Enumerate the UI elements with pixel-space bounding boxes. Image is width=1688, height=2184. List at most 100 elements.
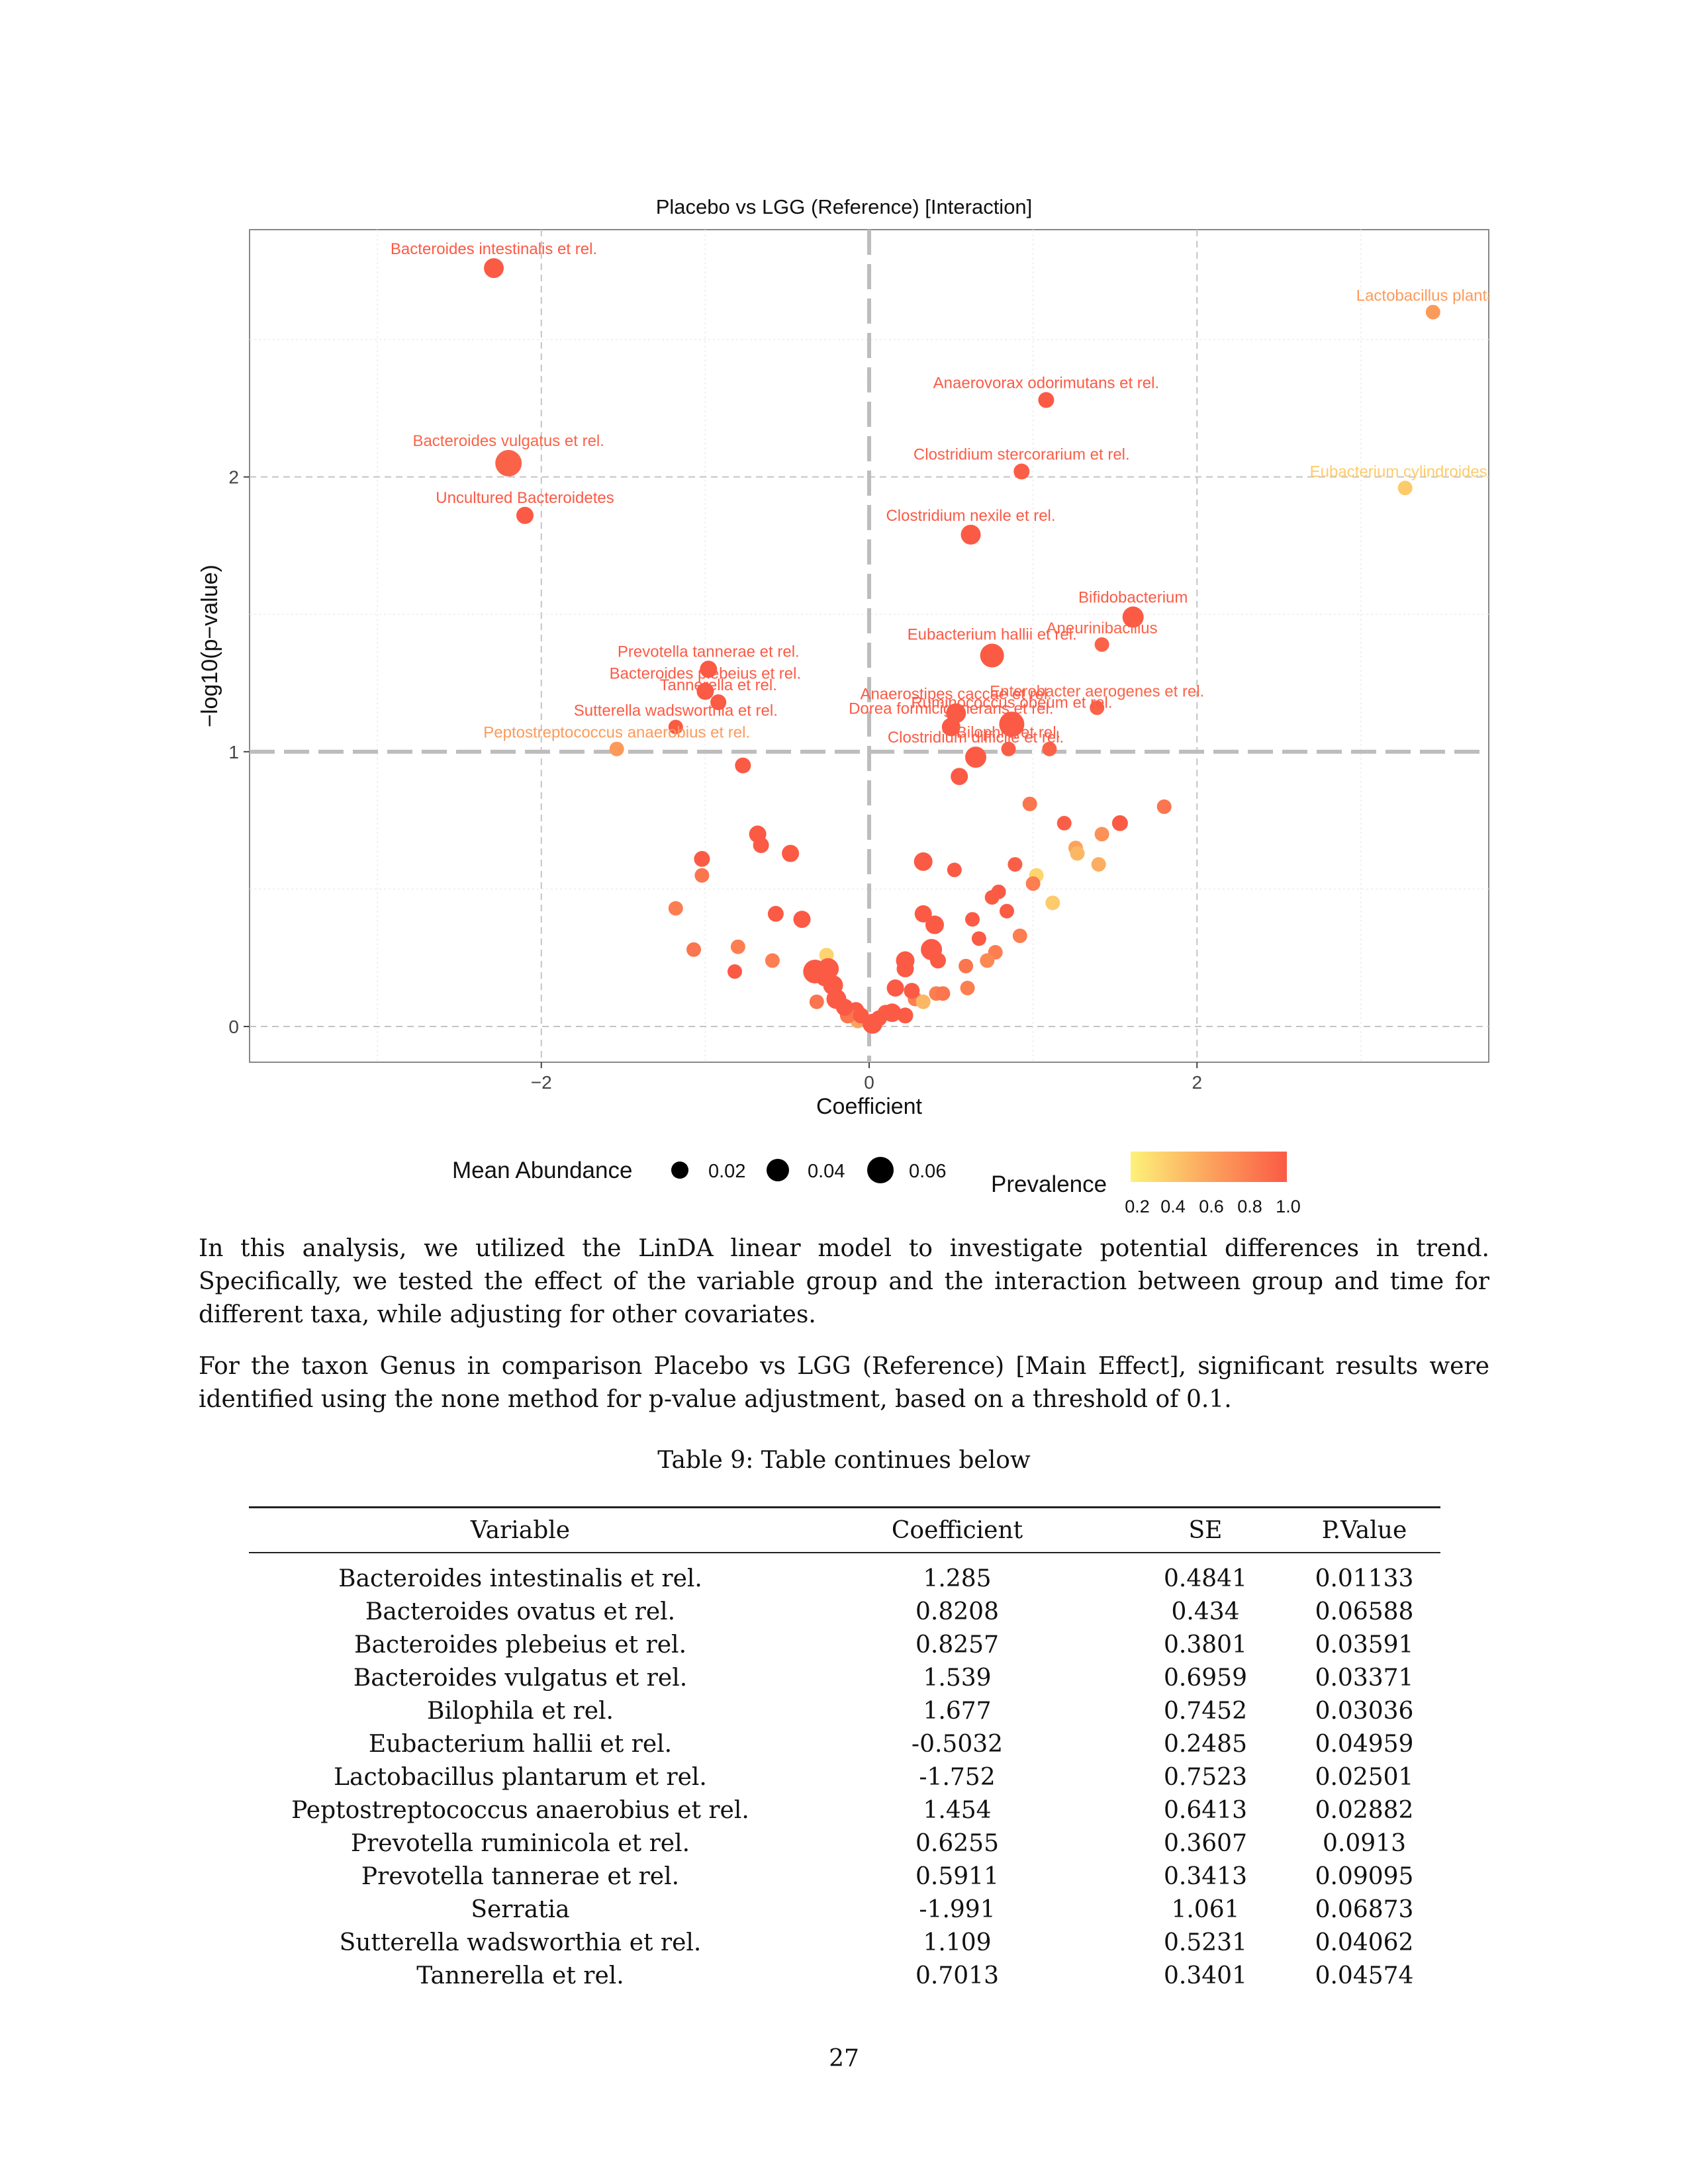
labeled-taxon-point	[1038, 392, 1055, 408]
cell-p-value: 0.04574	[1315, 1962, 1414, 1989]
cell-variable: Peptostreptococcus anaerobius et rel.	[291, 1797, 749, 1824]
plot-title: Placebo vs LGG (Reference) [Interaction]	[656, 195, 1033, 218]
taxon-point	[1000, 903, 1014, 919]
point-label: Eubacterium hallii et rel.	[908, 626, 1077, 644]
axes: −2 0 2 0 1 2	[228, 467, 1202, 1093]
taxon-point	[925, 915, 944, 934]
results-table: Variable Coefficient SE P.Value Bacteroi…	[249, 1506, 1440, 1993]
cell-variable: Serratia	[471, 1896, 570, 1923]
data-points	[484, 258, 1440, 1034]
taxon-point	[971, 931, 986, 946]
cell-coefficient: 0.6255	[915, 1830, 999, 1857]
cell-se: 0.7523	[1164, 1764, 1247, 1791]
table-row: Prevotella tannerae et rel. 0.5911 0.3413 0…	[249, 1860, 1440, 1893]
x-axis-label: Coefficient	[816, 1094, 923, 1119]
table-row: Tannerella et rel. 0.7013 0.3401 0.04574	[249, 1960, 1440, 1993]
table-body: Bacteroides intestinalis et rel. 1.285 0.4…	[249, 1553, 1440, 1993]
cell-p-value: 0.04062	[1315, 1929, 1414, 1956]
color-legend-tick: 0.2	[1125, 1197, 1150, 1216]
labeled-taxon-point	[710, 694, 727, 711]
point-label: Enterobacter aerogenes et rel.	[990, 682, 1204, 700]
point-label: Bacteroides vulgatus et rel.	[412, 432, 604, 450]
labeled-taxon-point	[1397, 480, 1413, 496]
taxon-point	[809, 994, 824, 1009]
cell-p-value: 0.03036	[1315, 1698, 1414, 1725]
size-legend-key-medium	[767, 1159, 789, 1181]
point-label: Bilophila et rel.	[957, 724, 1060, 742]
taxon-point	[668, 901, 683, 916]
y-axis-label: −log10(p−value)	[197, 565, 222, 727]
taxon-point	[686, 942, 701, 957]
taxon-point	[980, 953, 995, 968]
cell-coefficient: 0.7013	[915, 1962, 999, 1989]
taxon-point	[1070, 846, 1085, 861]
cell-p-value: 0.02501	[1315, 1764, 1414, 1791]
taxon-point	[694, 850, 710, 867]
cell-variable: Bilophila et rel.	[426, 1698, 614, 1725]
taxon-point	[793, 911, 811, 929]
taxon-point	[1091, 857, 1106, 872]
column-header-se: SE	[1123, 1506, 1288, 1553]
color-legend: Prevalence 0.2 0.4 0.6 0.8 1.0	[991, 1152, 1301, 1216]
taxon-point	[984, 889, 1000, 905]
color-legend-tick: 0.6	[1199, 1197, 1224, 1216]
volcano-plot: Placebo vs LGG (Reference) [Interaction]…	[197, 195, 1501, 1216]
labeled-taxon-point	[1090, 700, 1105, 715]
cell-variable: Eubacterium hallii et rel.	[368, 1731, 673, 1758]
x-tick-label: 0	[864, 1072, 874, 1093]
labeled-taxon-point	[495, 449, 522, 477]
cell-p-value: 0.03591	[1315, 1631, 1414, 1659]
table-row: Lactobacillus plantarum et rel. -1.752 0.7…	[249, 1761, 1440, 1794]
point-labels: Bacteroides intestinalis et rel. Lactobac…	[391, 240, 1501, 747]
results-paragraph: For the taxon Genus in comparison Placeb…	[199, 1353, 1489, 1413]
cell-variable: Prevotella tannerae et rel.	[361, 1863, 680, 1890]
table-row: Bacteroides intestinalis et rel. 1.285 0.4…	[249, 1553, 1440, 1596]
point-label: Eubacterium cylindroides e	[1310, 463, 1501, 480]
point-label: Clostridium difficile et rel.	[888, 729, 1064, 747]
size-legend-label-small: 0.02	[708, 1161, 745, 1182]
cell-coefficient: 1.454	[923, 1797, 992, 1824]
taxon-point	[749, 825, 767, 843]
taxon-point	[727, 964, 742, 979]
labeled-taxon-point	[668, 719, 683, 735]
cell-variable: Bacteroides plebeius et rel.	[353, 1631, 687, 1659]
taxon-point	[803, 960, 827, 983]
taxon-point	[914, 852, 933, 871]
point-label: Bacteroides plebeius et rel.	[610, 665, 802, 683]
taxon-point	[1056, 815, 1072, 831]
taxon-point	[882, 1003, 902, 1023]
taxon-point	[915, 994, 931, 1009]
table-row: Bacteroides vulgatus et rel. 1.539 0.6959 0…	[249, 1662, 1440, 1695]
taxon-point	[896, 951, 915, 970]
taxon-point	[904, 983, 920, 999]
column-header-coefficient: Coefficient	[792, 1506, 1123, 1553]
page-number: 27	[829, 2045, 859, 2072]
taxon-point	[1111, 815, 1128, 831]
labeled-taxon-point	[999, 711, 1025, 737]
point-label: Tannerella et rel.	[659, 676, 776, 694]
taxon-point	[886, 979, 904, 997]
table-row: Bacteroides plebeius et rel. 0.8257 0.3801…	[249, 1629, 1440, 1662]
table-row: Eubacterium hallii et rel. -0.5032 0.2485 0…	[249, 1728, 1440, 1761]
size-legend-label-large: 0.06	[909, 1161, 946, 1182]
taxon-point	[959, 958, 974, 974]
cell-se: 0.3801	[1164, 1631, 1247, 1659]
cell-se: 0.6959	[1164, 1664, 1247, 1692]
labeled-taxon-point	[1001, 741, 1016, 756]
taxon-point	[935, 986, 951, 1001]
y-tick-label: 1	[228, 742, 239, 762]
point-label: Uncultured Bacteroidetes	[436, 489, 614, 507]
taxon-point	[1094, 827, 1109, 842]
size-legend: Mean Abundance 0.02 0.04 0.06	[452, 1157, 946, 1183]
size-legend-title: Mean Abundance	[452, 1158, 632, 1183]
labeled-taxon-point	[484, 258, 504, 279]
cell-variable: Bacteroides vulgatus et rel.	[353, 1664, 688, 1692]
point-label: Prevotella tannerae et rel.	[618, 643, 800, 660]
size-legend-key-large	[867, 1157, 894, 1183]
cell-se: 0.2485	[1164, 1731, 1247, 1758]
taxon-point	[965, 912, 980, 927]
labeled-taxon-point	[696, 682, 714, 700]
table-caption: Table 9: Table continues below	[657, 1447, 1031, 1474]
x-tick-label: 2	[1192, 1072, 1202, 1093]
color-legend-title: Prevalence	[991, 1171, 1107, 1197]
